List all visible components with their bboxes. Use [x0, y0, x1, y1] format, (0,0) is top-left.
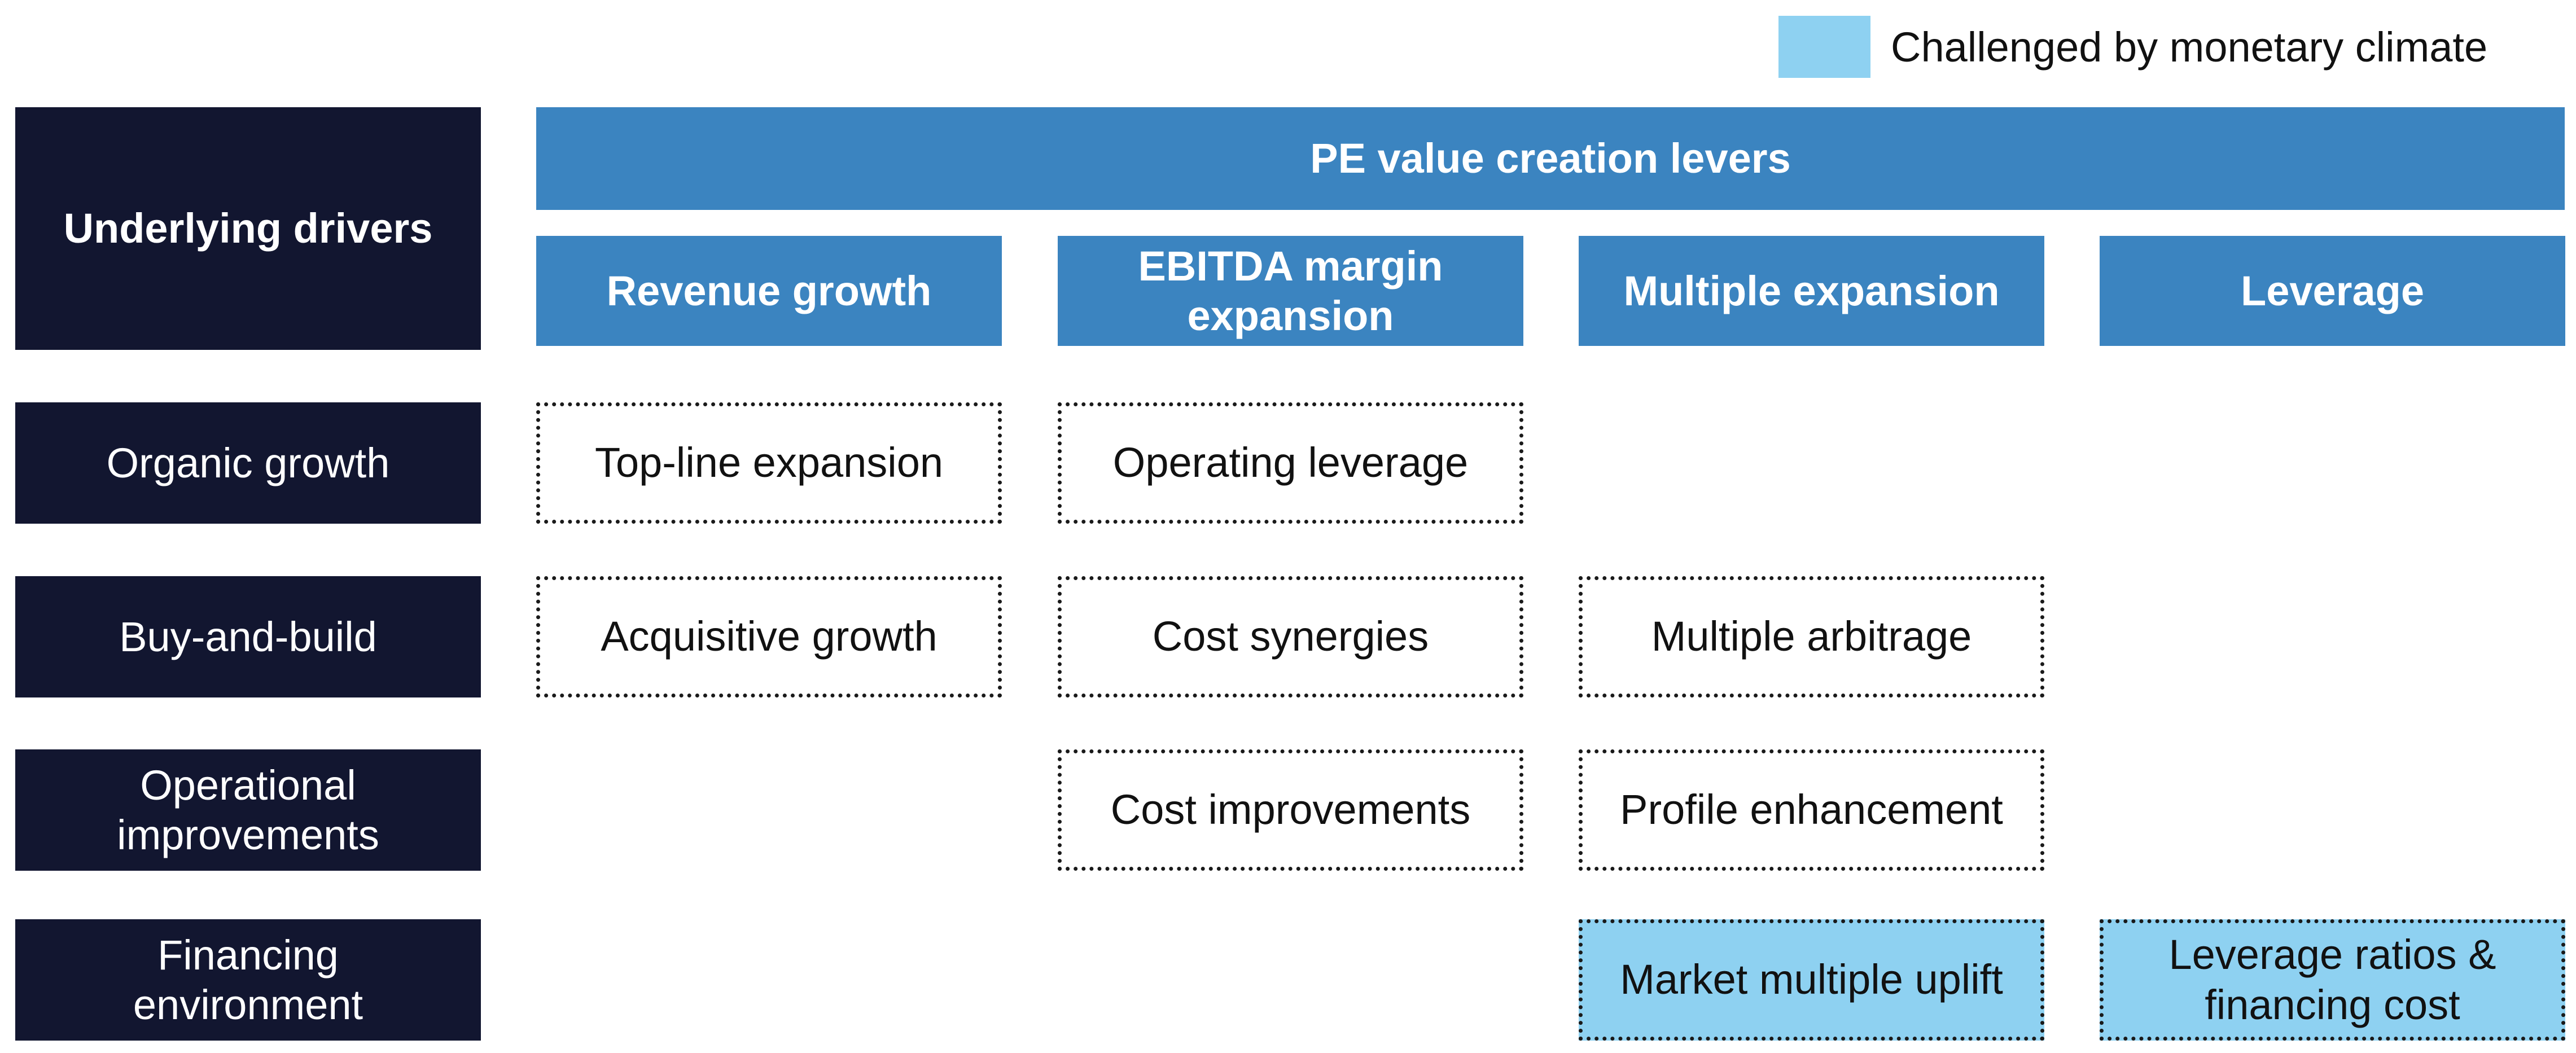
lever-revenue-growth: Revenue growth — [536, 236, 1002, 346]
driver-organic-growth: Organic growth — [15, 402, 481, 524]
drivers-header: Underlying drivers — [15, 107, 481, 350]
cell-market-multiple-uplift: Market multiple uplift — [1579, 919, 2044, 1041]
cell-operating-leverage: Operating leverage — [1058, 402, 1523, 524]
legend-label: Challenged by monetary climate — [1891, 23, 2488, 71]
cell-acquisitive-growth: Acquisitive growth — [536, 576, 1002, 697]
driver-buy-and-build: Buy-and-build — [15, 576, 481, 697]
lever-multiple-expansion: Multiple expansion — [1579, 236, 2044, 346]
cell-cost-improvements: Cost improvements — [1058, 749, 1523, 871]
lever-leverage: Leverage — [2100, 236, 2565, 346]
driver-financing-environment: Financing environment — [15, 919, 481, 1041]
legend-swatch — [1778, 16, 1870, 78]
cell-top-line-expansion: Top-line expansion — [536, 402, 1002, 524]
lever-ebitda-margin-expansion: EBITDA margin expansion — [1058, 236, 1523, 346]
cell-leverage-ratios-financing-cost: Leverage ratios & financing cost — [2100, 919, 2565, 1041]
cell-cost-synergies: Cost synergies — [1058, 576, 1523, 697]
cell-profile-enhancement: Profile enhancement — [1579, 749, 2044, 871]
cell-multiple-arbitrage: Multiple arbitrage — [1579, 576, 2044, 697]
driver-operational-improvements: Operational improvements — [15, 749, 481, 871]
levers-header: PE value creation levers — [536, 107, 2565, 210]
